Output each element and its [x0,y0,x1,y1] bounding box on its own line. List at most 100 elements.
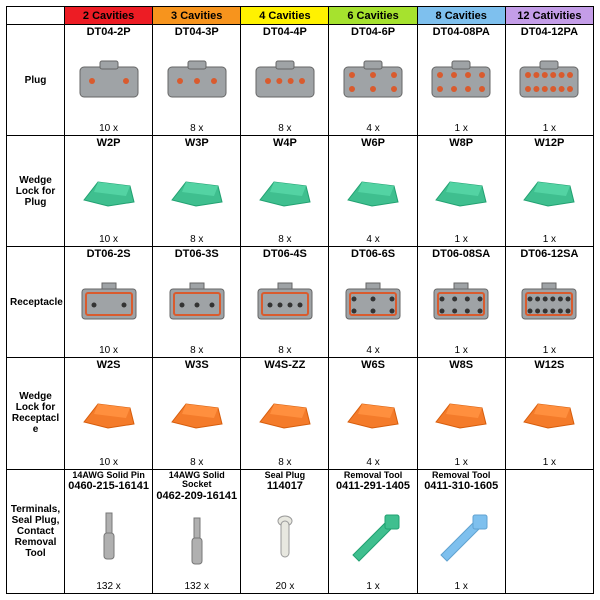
part-icon [154,260,239,345]
part-number: W3S [154,359,239,371]
part-icon [330,38,415,123]
part-number: DT06-4S [242,248,327,260]
corner-cell [7,7,65,25]
row-header: Wedge Lock for Plug [7,136,65,247]
quantity: 132 x [66,581,151,592]
part-number: W8S [419,359,504,371]
quantity: 1 x [507,345,592,356]
cell: W2P 10 x [65,136,153,247]
part-icon [154,38,239,123]
cell: DT06-4S 8 x [241,247,329,358]
cell: DT06-6S 4 x [329,247,417,358]
col-header: 3 Cavities [153,7,241,25]
cell: DT06-2S 10 x [65,247,153,358]
cell: DT04-6P 4 x [329,25,417,136]
part-icon [66,38,151,123]
part-number: DT06-2S [66,248,151,260]
table-row: Terminals, Seal Plug, Contact Removal To… [7,469,594,593]
part-number: W6P [330,137,415,149]
quantity: 1 x [507,234,592,245]
part-icon [66,260,151,345]
part-number: W8P [419,137,504,149]
quantity: 8 x [242,345,327,356]
quantity: 8 x [242,234,327,245]
table-row: Plug DT04-2P 10 x DT04-3P 8 x DT04-4P 8 … [7,25,594,136]
cell: W3S 8 x [153,358,241,469]
part-number: DT04-6P [330,26,415,38]
table-row: Receptacle DT06-2S 10 x DT06-3S 8 x DT06… [7,247,594,358]
quantity: 1 x [507,123,592,134]
row-header: Terminals, Seal Plug, Contact Removal To… [7,469,65,593]
part-number: DT06-12SA [507,248,592,260]
part-number: 14AWG Solid Socket0462-209-16141 [154,471,239,503]
part-icon [419,38,504,123]
part-icon [66,372,151,457]
cell: W8S 1 x [417,358,505,469]
part-icon [507,38,592,123]
part-number: DT04-12PA [507,26,592,38]
quantity: 1 x [507,457,592,468]
part-icon [154,372,239,457]
part-icon [507,372,592,457]
cell: W3P 8 x [153,136,241,247]
part-number: Removal Tool0411-291-1405 [330,471,415,493]
quantity: 10 x [66,234,151,245]
cell: W2S 10 x [65,358,153,469]
cell: DT04-08PA 1 x [417,25,505,136]
quantity: 8 x [242,123,327,134]
cell: 14AWG Solid Pin0460-215-16141 132 x [65,469,153,593]
part-icon [419,493,504,581]
cell: DT06-12SA 1 x [505,247,593,358]
part-number: DT04-08PA [419,26,504,38]
part-icon [507,149,592,234]
cell: W4P 8 x [241,136,329,247]
part-number: Removal Tool0411-310-1605 [419,471,504,493]
quantity: 1 x [419,457,504,468]
cell: W12S 1 x [505,358,593,469]
quantity: 8 x [154,123,239,134]
cell: DT04-12PA 1 x [505,25,593,136]
cell: DT04-2P 10 x [65,25,153,136]
part-number: DT04-4P [242,26,327,38]
row-header: Receptacle [7,247,65,358]
col-header: 12 Cativities [505,7,593,25]
cell: DT04-4P 8 x [241,25,329,136]
part-number: DT04-2P [66,26,151,38]
quantity: 10 x [66,123,151,134]
quantity: 132 x [154,581,239,592]
quantity: 4 x [330,345,415,356]
cell: DT04-3P 8 x [153,25,241,136]
part-icon [419,260,504,345]
col-header: 6 Cavities [329,7,417,25]
cell: W6P 4 x [329,136,417,247]
table-row: Wedge Lock for Plug W2P 10 x W3P 8 x W4P… [7,136,594,247]
row-header: Wedge Lock for Receptacl e [7,358,65,469]
quantity: 10 x [66,457,151,468]
quantity: 1 x [330,581,415,592]
col-header: 4 Cavities [241,7,329,25]
quantity: 8 x [154,345,239,356]
part-number: W12S [507,359,592,371]
col-header: 2 Cavities [65,7,153,25]
part-icon [330,260,415,345]
part-icon [419,372,504,457]
cell: W4S-ZZ 8 x [241,358,329,469]
part-icon [66,493,151,581]
quantity: 1 x [419,234,504,245]
quantity: 4 x [330,234,415,245]
quantity: 1 x [419,345,504,356]
quantity: 10 x [66,345,151,356]
part-number: W6S [330,359,415,371]
part-icon [242,372,327,457]
part-number: DT06-08SA [419,248,504,260]
cell: Seal Plug114017 20 x [241,469,329,593]
cell: 14AWG Solid Socket0462-209-16141 132 x [153,469,241,593]
table-row: Wedge Lock for Receptacl e W2S 10 x W3S … [7,358,594,469]
part-icon [154,149,239,234]
part-icon [330,149,415,234]
header-row: 2 Cavities 3 Cavities 4 Cavities 6 Cavit… [7,7,594,25]
part-icon [66,149,151,234]
part-number: DT04-3P [154,26,239,38]
cell: Removal Tool0411-291-1405 1 x [329,469,417,593]
quantity: 8 x [154,234,239,245]
